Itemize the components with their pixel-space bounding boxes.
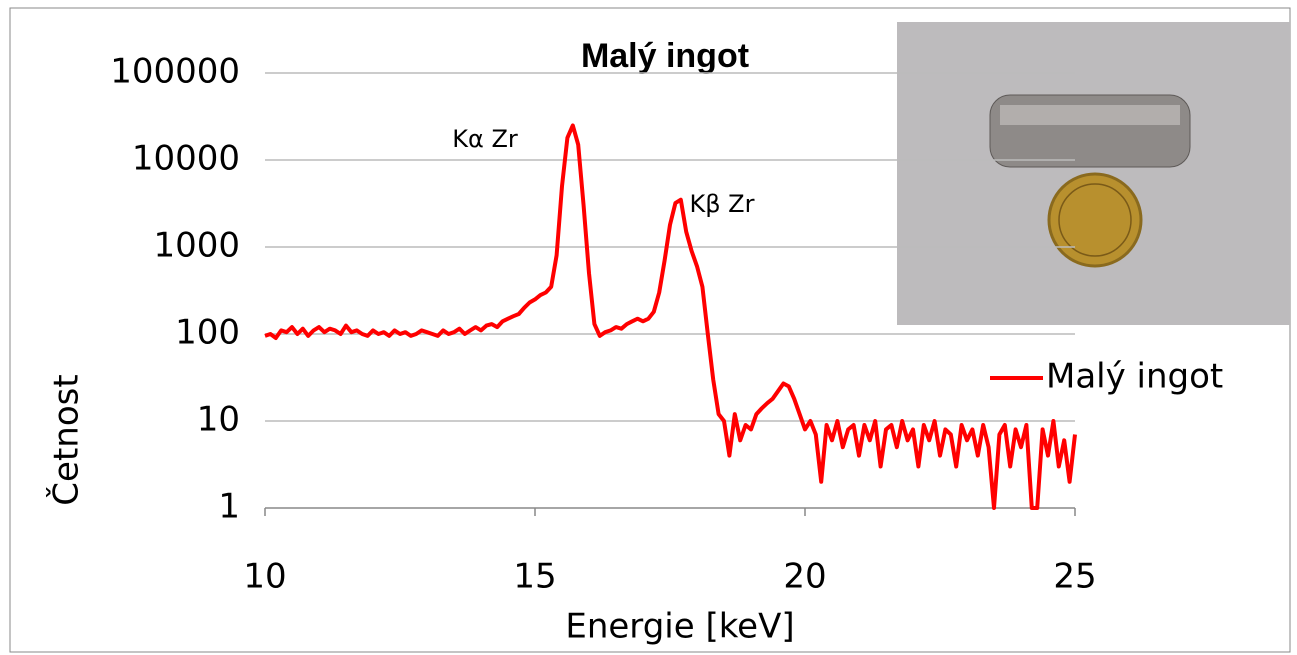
legend-label: Malý ingot [1046, 357, 1223, 397]
x-tick-label: 15 [513, 557, 556, 597]
x-tick-label: 10 [243, 557, 286, 597]
annotation: Kβ Zr [690, 190, 755, 218]
x-tick-label: 25 [1053, 557, 1096, 597]
photo-inset [897, 22, 1290, 325]
x-tick-label: 20 [783, 557, 826, 597]
x-axis-label: Energie [keV] [565, 607, 794, 647]
y-axis-label: Četnost [46, 374, 87, 505]
chart-title: Malý ingot [581, 37, 749, 75]
y-tick-label: 10 [197, 400, 240, 440]
y-tick-label: 100000 [110, 52, 240, 92]
y-tick-label: 100 [175, 313, 240, 353]
y-tick-label: 10000 [132, 139, 240, 179]
data-line [264, 123, 1077, 510]
annotation: Kα Zr [452, 125, 518, 153]
y-tick-label: 1000 [153, 226, 240, 266]
y-tick-label: 1 [218, 487, 240, 527]
